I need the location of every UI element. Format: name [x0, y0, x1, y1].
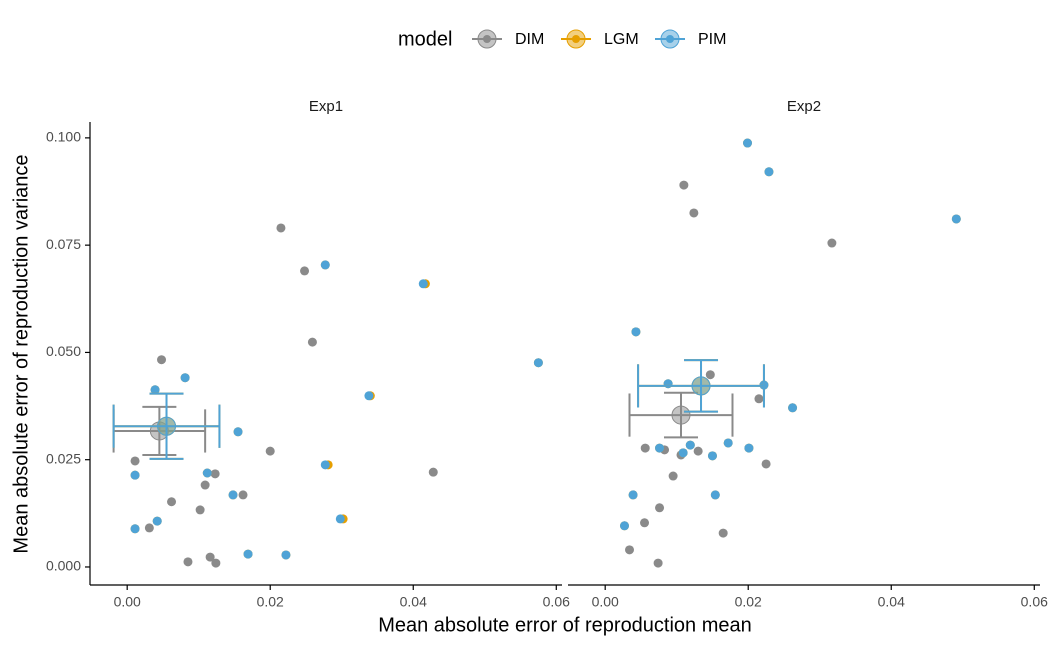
- point: [265, 446, 275, 456]
- point: [211, 558, 221, 568]
- x-tick-label: 0.06: [543, 594, 570, 610]
- point: [640, 443, 650, 453]
- legend-label: LGM: [604, 31, 639, 48]
- point: [631, 327, 641, 337]
- point: [668, 471, 678, 481]
- point: [320, 260, 330, 270]
- point: [364, 391, 374, 401]
- y-tick-label: 0.000: [46, 558, 81, 574]
- point: [625, 545, 635, 555]
- facet-title: Exp1: [309, 98, 343, 115]
- x-axis-label: Mean absolute error of reproduction mean: [378, 614, 752, 636]
- point: [243, 549, 253, 559]
- point: [210, 469, 220, 479]
- point: [335, 514, 345, 524]
- point: [157, 355, 167, 365]
- y-tick-label: 0.075: [46, 236, 81, 252]
- point: [685, 440, 695, 450]
- legend-key-dot: [483, 35, 491, 43]
- point: [705, 370, 715, 380]
- x-tick-label: 0.04: [878, 594, 905, 610]
- point: [202, 468, 212, 478]
- point: [205, 552, 215, 562]
- point: [533, 358, 543, 368]
- point: [689, 208, 699, 218]
- point: [167, 497, 177, 507]
- point: [707, 451, 717, 461]
- x-tick-label: 0.00: [592, 594, 619, 610]
- point: [788, 403, 798, 413]
- point: [723, 438, 733, 448]
- point: [130, 456, 140, 466]
- point: [307, 337, 317, 347]
- point: [744, 443, 754, 453]
- facet-title: Exp2: [787, 98, 821, 115]
- point: [640, 518, 650, 528]
- point: [200, 480, 210, 490]
- point: [233, 427, 243, 437]
- y-tick-label: 0.050: [46, 343, 81, 359]
- legend-label: DIM: [515, 31, 544, 48]
- point: [281, 550, 291, 560]
- point: [195, 505, 205, 515]
- legend-title: model: [398, 28, 452, 50]
- point: [678, 448, 688, 458]
- mean-point: [671, 405, 691, 425]
- point: [619, 521, 629, 531]
- legend-label: PIM: [698, 31, 726, 48]
- point: [418, 279, 428, 289]
- point: [130, 470, 140, 480]
- point: [754, 394, 764, 404]
- point: [655, 503, 665, 513]
- point: [679, 180, 689, 190]
- y-tick-label: 0.025: [46, 450, 81, 466]
- y-tick-label: 0.100: [46, 129, 81, 145]
- point: [663, 379, 673, 389]
- point: [655, 443, 665, 453]
- x-tick-label: 0.02: [257, 594, 284, 610]
- point: [144, 523, 154, 533]
- x-tick-label: 0.04: [400, 594, 427, 610]
- point: [300, 266, 310, 276]
- point: [276, 223, 286, 233]
- x-tick-label: 0.02: [735, 594, 762, 610]
- point: [718, 528, 728, 538]
- point: [710, 490, 720, 500]
- point: [693, 446, 703, 456]
- point: [761, 459, 771, 469]
- point: [827, 238, 837, 248]
- point: [183, 557, 193, 567]
- point: [951, 214, 961, 224]
- point: [238, 490, 248, 500]
- legend-key-dot: [666, 35, 674, 43]
- x-tick-label: 0.00: [114, 594, 141, 610]
- point: [764, 167, 774, 177]
- legend-key-dot: [572, 35, 580, 43]
- point: [628, 490, 638, 500]
- point: [228, 490, 238, 500]
- mean-point: [157, 416, 177, 436]
- point: [180, 373, 190, 383]
- point: [150, 385, 160, 395]
- point: [743, 138, 753, 148]
- y-axis-label: Mean absolute error of reproduction vari…: [10, 154, 32, 553]
- point: [130, 524, 140, 534]
- mean-point: [691, 376, 711, 396]
- point: [428, 467, 438, 477]
- x-tick-label: 0.06: [1021, 594, 1048, 610]
- point: [320, 460, 330, 470]
- point: [653, 558, 663, 568]
- point: [152, 516, 162, 526]
